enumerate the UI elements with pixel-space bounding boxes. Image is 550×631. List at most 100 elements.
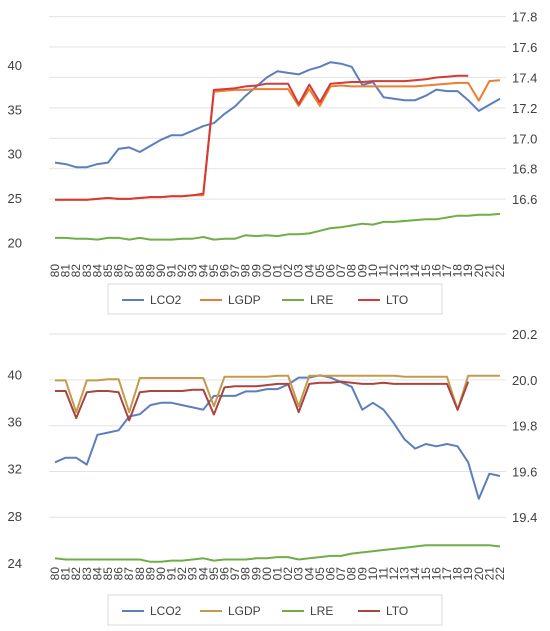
x-tick-label: 85: [101, 567, 115, 581]
x-tick-label: 94: [196, 567, 210, 581]
x-tick-label: 92: [175, 567, 189, 581]
left-tick-label: 20: [8, 235, 22, 250]
right-tick-label: 17.0: [512, 131, 537, 146]
x-tick-label: 01: [271, 567, 285, 581]
x-tick-label: 86: [112, 567, 126, 581]
x-tick-label: 06: [323, 264, 337, 278]
x-tick-label: 00: [260, 264, 274, 278]
x-tick-label: 81: [59, 567, 73, 581]
x-tick-label: 09: [355, 264, 369, 278]
x-tick-label: 20: [472, 567, 486, 581]
x-tick-label: 22: [493, 264, 507, 278]
x-tick-label: 89: [143, 567, 157, 581]
legend-label: LCO2: [150, 293, 182, 307]
x-tick-label: 88: [133, 567, 147, 581]
left-tick-label: 40: [8, 58, 22, 73]
x-tick-label: 99: [249, 264, 263, 278]
x-tick-label: 84: [90, 264, 104, 278]
x-tick-label: 04: [302, 264, 316, 278]
right-tick-label: 20.0: [512, 373, 537, 388]
x-tick-label: 96: [218, 264, 232, 278]
right-tick-label: 17.8: [512, 10, 537, 25]
legend-label: LRE: [310, 604, 333, 618]
x-tick-label: 91: [165, 567, 179, 581]
x-tick-label: 80: [48, 567, 62, 581]
x-tick-label: 18: [451, 264, 465, 278]
x-tick-label: 00: [260, 567, 274, 581]
x-tick-label: 98: [239, 567, 253, 581]
x-tick-label: 15: [419, 567, 433, 581]
x-tick-label: 08: [345, 567, 359, 581]
x-tick-label: 80: [48, 264, 62, 278]
x-tick-label: 87: [122, 264, 136, 278]
x-tick-label: 84: [90, 567, 104, 581]
legend-label: LCO2: [150, 604, 182, 618]
legend-label: LRE: [310, 293, 333, 307]
x-tick-label: 90: [154, 264, 168, 278]
x-tick-label: 04: [302, 567, 316, 581]
legend-label: LGDP: [228, 293, 261, 307]
x-tick-label: 06: [323, 567, 337, 581]
right-tick-label: 19.8: [512, 419, 537, 434]
x-tick-label: 96: [218, 567, 232, 581]
series-line-lre: [54, 544, 501, 563]
x-tick-label: 09: [355, 567, 369, 581]
x-tick-label: 13: [398, 567, 412, 581]
chart-top: 20 25 30 35 40 16.6 16.8 17.0 17.2 17.4 17.6 17.8 80…: [8, 10, 537, 315]
x-tick-label: 90: [154, 567, 168, 581]
x-tick-label: 85: [101, 264, 115, 278]
x-tick-label: 22: [493, 567, 507, 581]
x-tick-label: 83: [80, 567, 94, 581]
right-tick-label: 17.6: [512, 40, 537, 55]
x-tick-label: 93: [186, 567, 200, 581]
legend-label: LTO: [386, 293, 408, 307]
x-tick-label: 12: [387, 264, 401, 278]
series-line-lre: [55, 212, 501, 241]
x-tick-label: 98: [239, 264, 253, 278]
series-line-lto: [55, 380, 470, 422]
right-tick-label: 17.4: [512, 70, 537, 85]
x-tick-label: 95: [207, 567, 221, 581]
x-tick-label: 21: [482, 567, 496, 581]
x-tick-label: 93: [186, 264, 200, 278]
x-tick-label: 16: [429, 264, 443, 278]
x-tick-label: 02: [281, 264, 295, 278]
x-tick-label: 03: [292, 264, 306, 278]
x-tick-label: 01: [271, 264, 285, 278]
left-tick-label: 35: [8, 102, 22, 117]
x-tick-label: 89: [143, 264, 157, 278]
x-tick-label: 14: [408, 567, 422, 581]
x-tick-label: 03: [292, 567, 306, 581]
x-tick-label: 21: [482, 264, 496, 278]
x-tick-label: 07: [334, 264, 348, 278]
right-tick-label: 16.8: [512, 162, 537, 177]
left-tick-label: 28: [8, 509, 22, 524]
x-tick-label: 19: [461, 567, 475, 581]
x-tick-label: 11: [376, 264, 390, 277]
x-tick-label: 88: [133, 264, 147, 278]
x-tick-label: 11: [376, 567, 390, 580]
x-tick-label: 92: [175, 264, 189, 278]
x-tick-label: 18: [451, 567, 465, 581]
x-tick-label: 12: [387, 567, 401, 581]
x-tick-label: 91: [165, 264, 179, 278]
x-tick-label: 17: [440, 567, 454, 581]
x-tick-label: 17: [440, 264, 454, 278]
x-tick-label: 87: [122, 567, 136, 581]
x-tick-label: 99: [249, 567, 263, 581]
x-tick-label: 08: [345, 264, 359, 278]
x-tick-label: 86: [112, 264, 126, 278]
x-tick-label: 15: [419, 264, 433, 278]
x-tick-label: 14: [408, 264, 422, 278]
x-tick-label: 97: [228, 264, 242, 278]
legend-label: LGDP: [228, 604, 261, 618]
x-tick-label: 19: [461, 264, 475, 278]
legend-box: [107, 594, 443, 626]
series-line-lgdp: [55, 374, 500, 414]
x-tick-label: 95: [207, 264, 221, 278]
x-tick-label: 97: [228, 567, 242, 581]
x-tick-label: 05: [313, 264, 327, 278]
x-tick-label: 16: [429, 567, 443, 581]
x-tick-label: 83: [80, 264, 94, 278]
